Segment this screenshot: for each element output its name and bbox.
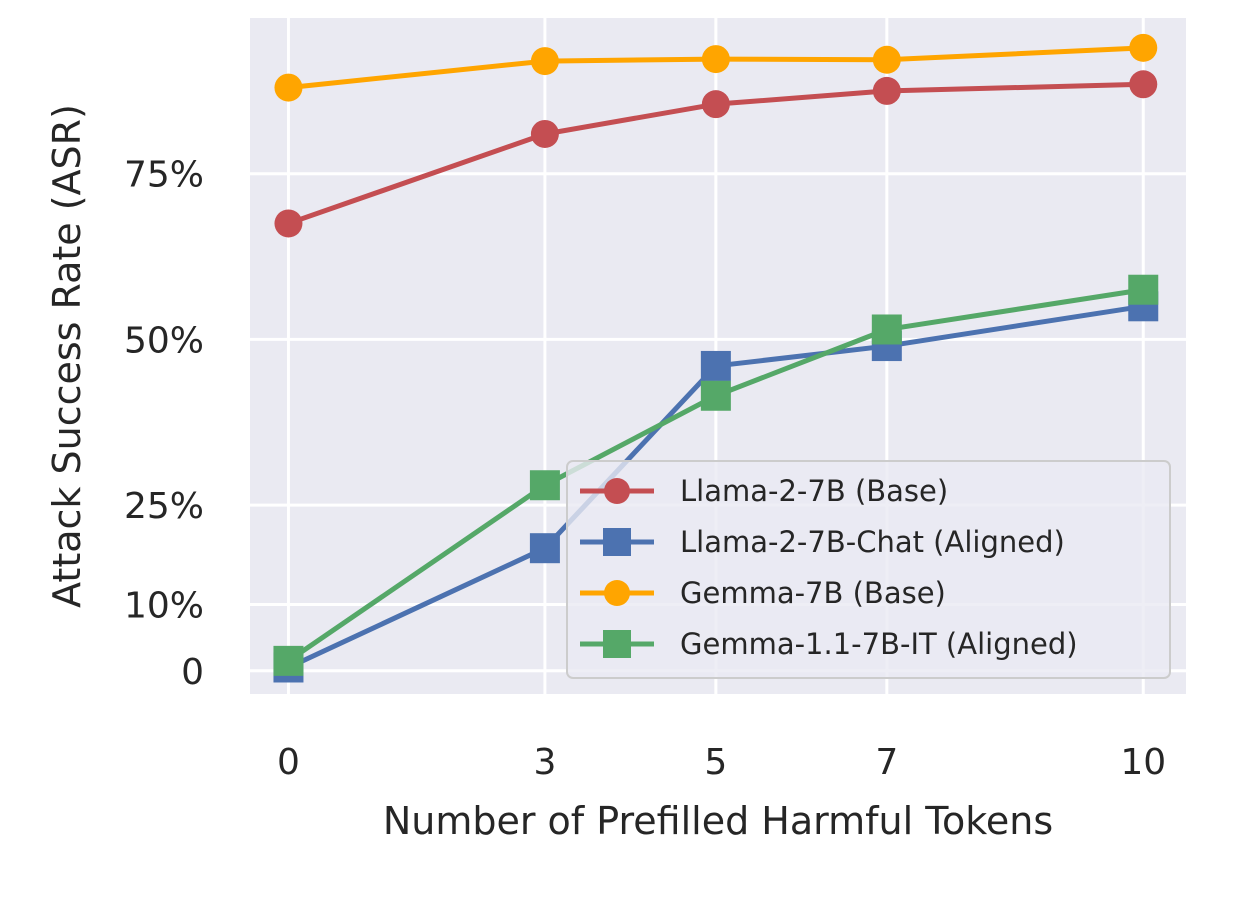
series-1: [274, 70, 1158, 238]
legend-entry: Llama-2-7B (Base): [580, 474, 948, 508]
x-tick-label: 0: [277, 742, 300, 783]
data-point: [872, 45, 901, 74]
legend-frame: [566, 460, 1171, 679]
legend-entry: Gemma-7B (Base): [580, 576, 946, 610]
data-point: [871, 314, 902, 345]
tick-labels: 0 3 5 7 10 0 10% 25% 50% 75%: [124, 155, 1166, 783]
legend-marker: [604, 478, 630, 504]
legend: Llama-2-7B (Base) Llama-2-7B-Chat (Aligne…: [566, 460, 1171, 679]
data-point: [274, 209, 303, 238]
series-4: [273, 274, 1159, 676]
legend-label: Gemma-7B (Base): [680, 576, 946, 610]
legend-label: Llama-2-7B-Chat (Aligned): [680, 525, 1065, 559]
data-point: [529, 470, 560, 501]
data-point: [701, 45, 730, 74]
y-tick-label: 10%: [124, 586, 204, 627]
data-point: [274, 73, 303, 102]
data-point: [530, 47, 559, 76]
legend-label: Llama-2-7B (Base): [680, 474, 948, 508]
series-layer: [273, 33, 1159, 683]
x-tick-label: 5: [704, 742, 727, 783]
legend-entry: Llama-2-7B-Chat (Aligned): [580, 525, 1065, 559]
data-point: [530, 119, 559, 148]
y-tick-label: 25%: [124, 486, 204, 527]
data-point: [700, 350, 731, 381]
series-3: [274, 33, 1158, 102]
legend-label: Gemma-1.1-7B-IT (Aligned): [680, 627, 1078, 661]
y-tick-label: 50%: [124, 320, 204, 361]
legend-entry: Gemma-1.1-7B-IT (Aligned): [580, 627, 1078, 661]
legend-marker: [603, 528, 631, 556]
data-point: [1129, 33, 1158, 62]
x-axis-label: Number of Prefilled Harmful Tokens: [383, 799, 1053, 843]
legend-marker: [604, 580, 630, 606]
x-tick-label: 7: [875, 742, 898, 783]
legend-marker: [603, 630, 631, 658]
data-point: [872, 76, 901, 105]
data-point: [1128, 274, 1159, 305]
data-point: [701, 90, 730, 119]
y-tick-label: 75%: [124, 155, 204, 196]
y-axis-label: Attack Success Rate (ASR): [45, 104, 89, 608]
x-tick-label: 3: [533, 742, 556, 783]
data-point: [273, 645, 304, 676]
data-point: [529, 533, 560, 564]
x-tick-label: 10: [1120, 742, 1166, 783]
data-point: [700, 380, 731, 411]
data-point: [1129, 70, 1158, 99]
y-tick-label: 0: [181, 652, 204, 693]
